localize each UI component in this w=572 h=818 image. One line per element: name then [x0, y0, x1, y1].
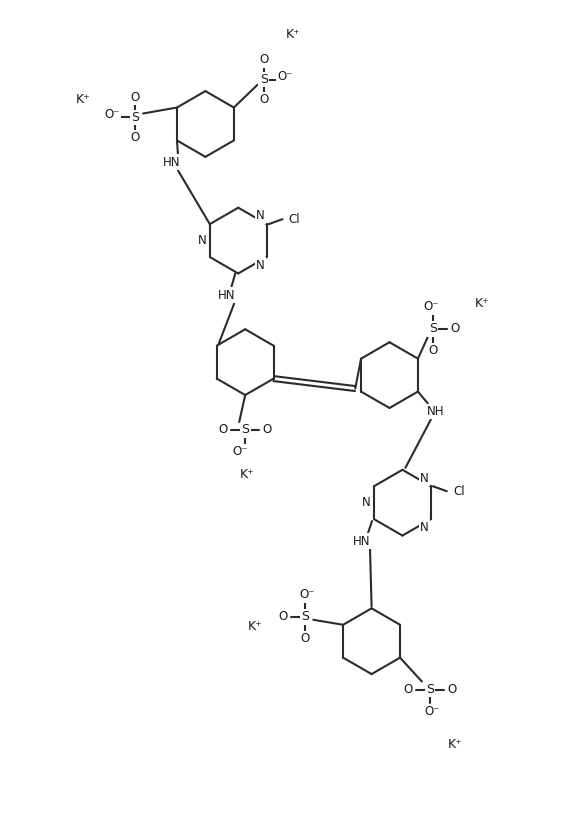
Text: N: N — [420, 471, 429, 484]
Text: O⁻: O⁻ — [105, 108, 120, 121]
Text: Cl: Cl — [289, 213, 300, 226]
Text: S: S — [131, 111, 139, 124]
Text: O: O — [259, 93, 268, 106]
Text: O: O — [428, 344, 438, 357]
Text: K⁺: K⁺ — [76, 93, 91, 106]
Text: O: O — [130, 131, 140, 144]
Text: O: O — [279, 610, 288, 623]
Text: HN: HN — [163, 156, 181, 169]
Text: S: S — [301, 610, 309, 623]
Text: Cl: Cl — [453, 485, 464, 497]
Text: K⁺: K⁺ — [286, 29, 301, 41]
Text: K⁺: K⁺ — [248, 620, 263, 633]
Text: O: O — [403, 683, 412, 696]
Text: N: N — [420, 521, 429, 534]
Text: O⁻: O⁻ — [424, 705, 440, 718]
Text: O: O — [301, 632, 310, 645]
Text: O⁻: O⁻ — [300, 588, 315, 601]
Text: O: O — [259, 53, 268, 66]
Text: O: O — [263, 424, 272, 437]
Text: O: O — [447, 683, 456, 696]
Text: K⁺: K⁺ — [475, 298, 490, 310]
Text: N: N — [256, 209, 265, 222]
Text: HN: HN — [353, 534, 371, 547]
Text: NH: NH — [427, 405, 444, 418]
Text: O⁻: O⁻ — [232, 445, 248, 458]
Text: S: S — [426, 683, 434, 696]
Text: K⁺: K⁺ — [240, 468, 255, 481]
Text: O⁻: O⁻ — [278, 70, 293, 83]
Text: O: O — [219, 424, 228, 437]
Text: O⁻: O⁻ — [423, 300, 439, 313]
Text: K⁺: K⁺ — [447, 738, 462, 751]
Text: N: N — [362, 497, 371, 509]
Text: HN: HN — [217, 289, 235, 302]
Text: S: S — [429, 322, 437, 335]
Text: O: O — [130, 91, 140, 104]
Text: N: N — [197, 234, 206, 247]
Text: O: O — [450, 322, 459, 335]
Text: S: S — [241, 424, 249, 437]
Text: N: N — [256, 258, 265, 272]
Text: S: S — [260, 73, 268, 86]
